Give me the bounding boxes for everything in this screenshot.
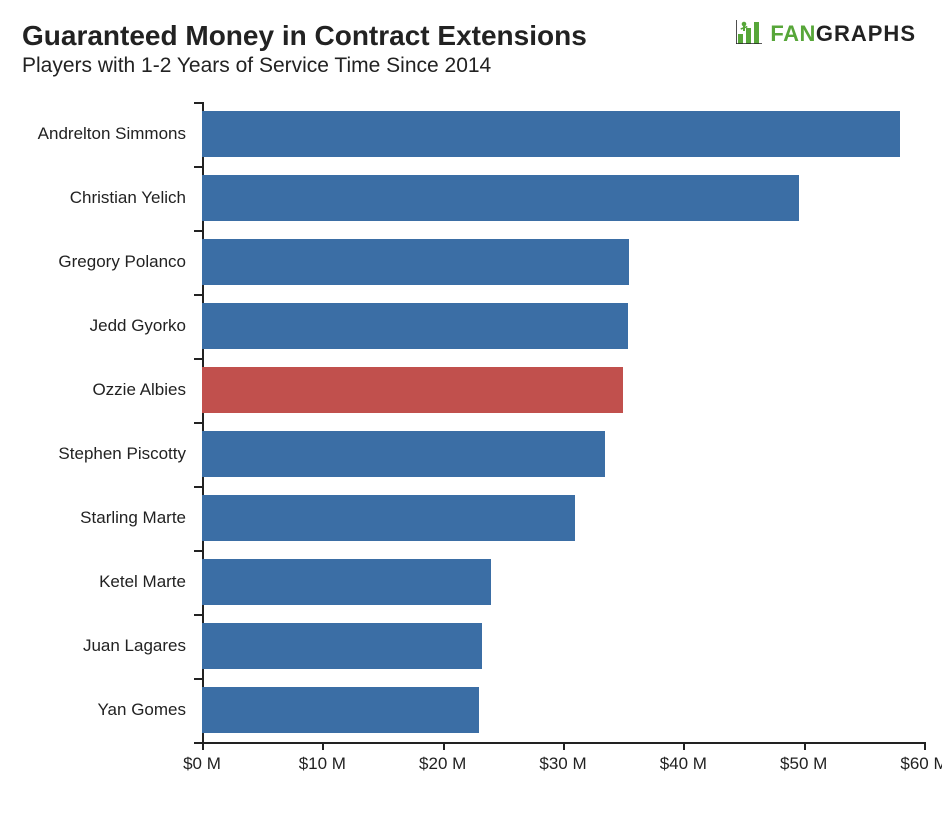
x-tick [443, 742, 445, 750]
y-tick [194, 486, 202, 488]
y-axis-label: Yan Gomes [97, 700, 186, 720]
y-axis-label: Starling Marte [80, 508, 186, 528]
y-tick [194, 358, 202, 360]
y-axis-label: Andrelton Simmons [38, 124, 186, 144]
y-tick [194, 102, 202, 104]
fangraphs-logo-icon [736, 18, 764, 49]
bar [202, 239, 629, 285]
chart-subtitle: Players with 1-2 Years of Service Time S… [22, 54, 920, 78]
bar [202, 303, 628, 349]
bar [202, 623, 482, 669]
x-tick [924, 742, 926, 750]
y-axis-label: Ozzie Albies [92, 380, 186, 400]
logo-text-fan: FAN [770, 21, 816, 46]
x-axis-label: $10 M [299, 754, 346, 774]
logo-text-graphs: GRAPHS [816, 21, 916, 46]
x-axis-label: $50 M [780, 754, 827, 774]
y-axis-label: Christian Yelich [70, 188, 186, 208]
y-tick [194, 422, 202, 424]
bar [202, 367, 623, 413]
y-tick [194, 294, 202, 296]
y-tick [194, 166, 202, 168]
bar [202, 175, 799, 221]
x-tick [563, 742, 565, 750]
bar [202, 495, 575, 541]
y-tick [194, 550, 202, 552]
fangraphs-logo: FANGRAPHS [736, 18, 916, 49]
y-axis-label: Ketel Marte [99, 572, 186, 592]
x-tick [804, 742, 806, 750]
y-axis-label: Stephen Piscotty [58, 444, 186, 464]
y-tick [194, 614, 202, 616]
bar [202, 687, 479, 733]
y-tick [194, 742, 202, 744]
y-tick [194, 678, 202, 680]
x-tick [683, 742, 685, 750]
x-tick [322, 742, 324, 750]
x-axis-label: $30 M [539, 754, 586, 774]
plot-area: Andrelton Simmons Christian Yelich Gregory… [22, 96, 920, 766]
bar [202, 559, 491, 605]
x-axis-label: $20 M [419, 754, 466, 774]
x-tick [202, 742, 204, 750]
x-axis-label: $40 M [660, 754, 707, 774]
chart-container: FANGRAPHS Guaranteed Money in Contract E… [0, 0, 942, 817]
fangraphs-logo-text: FANGRAPHS [770, 21, 916, 47]
x-axis-label: $0 M [183, 754, 221, 774]
y-axis-label: Juan Lagares [83, 636, 186, 656]
bar [202, 111, 900, 157]
y-axis-label: Jedd Gyorko [90, 316, 186, 336]
bar [202, 431, 605, 477]
x-axis-label: $60 M [900, 754, 942, 774]
y-axis-label: Gregory Polanco [58, 252, 186, 272]
y-tick [194, 230, 202, 232]
bars-region: $0 M$10 M$20 M$30 M$40 M$50 M$60 M [202, 96, 924, 766]
y-axis-labels: Andrelton Simmons Christian Yelich Gregory… [22, 96, 194, 766]
